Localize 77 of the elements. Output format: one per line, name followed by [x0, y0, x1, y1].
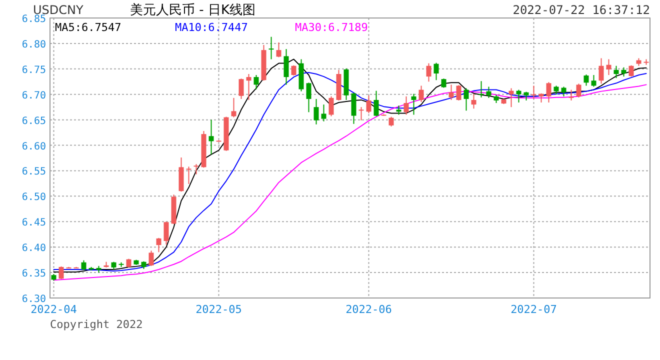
y-tick-label: 6.40: [22, 243, 46, 254]
candlestick: [254, 74, 259, 90]
text: MA5:6.7547: [55, 21, 122, 34]
y-tick-label: 6.85: [22, 14, 46, 25]
candlestick: [208, 119, 214, 155]
candlestick: [291, 64, 296, 76]
candlestick: [186, 166, 192, 184]
candlestick: [426, 62, 432, 82]
candlestick: [456, 84, 462, 101]
y-tick-label: 6.80: [22, 39, 46, 50]
candlestick: [238, 78, 244, 100]
candlestick: [576, 83, 582, 98]
candlestick: [614, 65, 619, 79]
candlestick: [478, 80, 484, 98]
candlestick: [351, 92, 356, 124]
text: Copyright 2022: [50, 318, 143, 331]
candlestick: [561, 86, 566, 97]
candlestick: [306, 82, 312, 113]
candlestick: [464, 88, 469, 112]
text: MA30:6.7189: [295, 21, 368, 34]
candlestick: [366, 94, 372, 114]
candlestick: [58, 266, 64, 280]
candlestick: [164, 221, 169, 246]
candlestick: [396, 105, 402, 116]
candlestick: [441, 78, 446, 88]
candlestick: [471, 93, 476, 110]
candlestick: [448, 84, 454, 100]
candlestick: [276, 42, 282, 58]
candlestick: [516, 89, 522, 104]
candlestick: [231, 97, 236, 118]
candlestick: [328, 96, 334, 117]
y-tick-label: 6.75: [22, 64, 46, 76]
candlestick: [628, 64, 634, 78]
candlestick: [148, 250, 154, 266]
x-tick-label: 2022-04: [30, 303, 78, 316]
candlestick: [538, 92, 544, 104]
candlestick: [156, 237, 162, 253]
candlestick: [178, 156, 184, 192]
y-tick-label: 6.55: [22, 166, 46, 178]
candlestick: [644, 58, 649, 66]
candlestick: [358, 106, 364, 121]
candlestick: [321, 104, 326, 122]
candlestick: [194, 164, 199, 175]
x-tick-label: 2022-07: [510, 303, 557, 316]
candlestick: [486, 86, 492, 98]
candlestick: [546, 82, 552, 104]
candlestick: [591, 74, 596, 88]
text: 2022-07-22 16:37:12: [512, 3, 650, 17]
y-tick-label: 6.70: [22, 90, 46, 102]
candlestick: [314, 98, 319, 125]
y-tick-label: 6.30: [22, 294, 46, 305]
candlestick: [268, 36, 274, 60]
candlestick: [374, 90, 379, 117]
candlestick: [388, 116, 394, 127]
candlestick: [246, 74, 252, 100]
candlestick: [568, 89, 574, 101]
y-tick-label: 6.50: [22, 192, 46, 204]
candlestick: [284, 48, 289, 86]
x-tick-label: 2022-05: [196, 303, 242, 316]
y-tick-label: 6.45: [22, 218, 46, 229]
candlestick: [404, 96, 409, 116]
y-tick-label: 6.60: [22, 141, 46, 152]
candlestick: [584, 74, 589, 86]
candlestick: [81, 260, 86, 270]
candlestick: [508, 88, 514, 108]
candlestick: [411, 93, 416, 116]
candlestick: [531, 85, 536, 100]
candlestick: [434, 62, 439, 81]
candlestick: [606, 58, 612, 76]
candlestick: [621, 66, 626, 78]
text: MA10:6.7447: [175, 21, 248, 34]
y-tick-label: 6.35: [22, 268, 46, 280]
x-tick-label: 2022-06: [346, 303, 392, 316]
candlestick: [418, 85, 424, 102]
y-tick-label: 6.65: [22, 116, 46, 127]
chart-title: 美元人民币 - 日K线图: [130, 2, 256, 18]
candlestick: [598, 58, 604, 84]
